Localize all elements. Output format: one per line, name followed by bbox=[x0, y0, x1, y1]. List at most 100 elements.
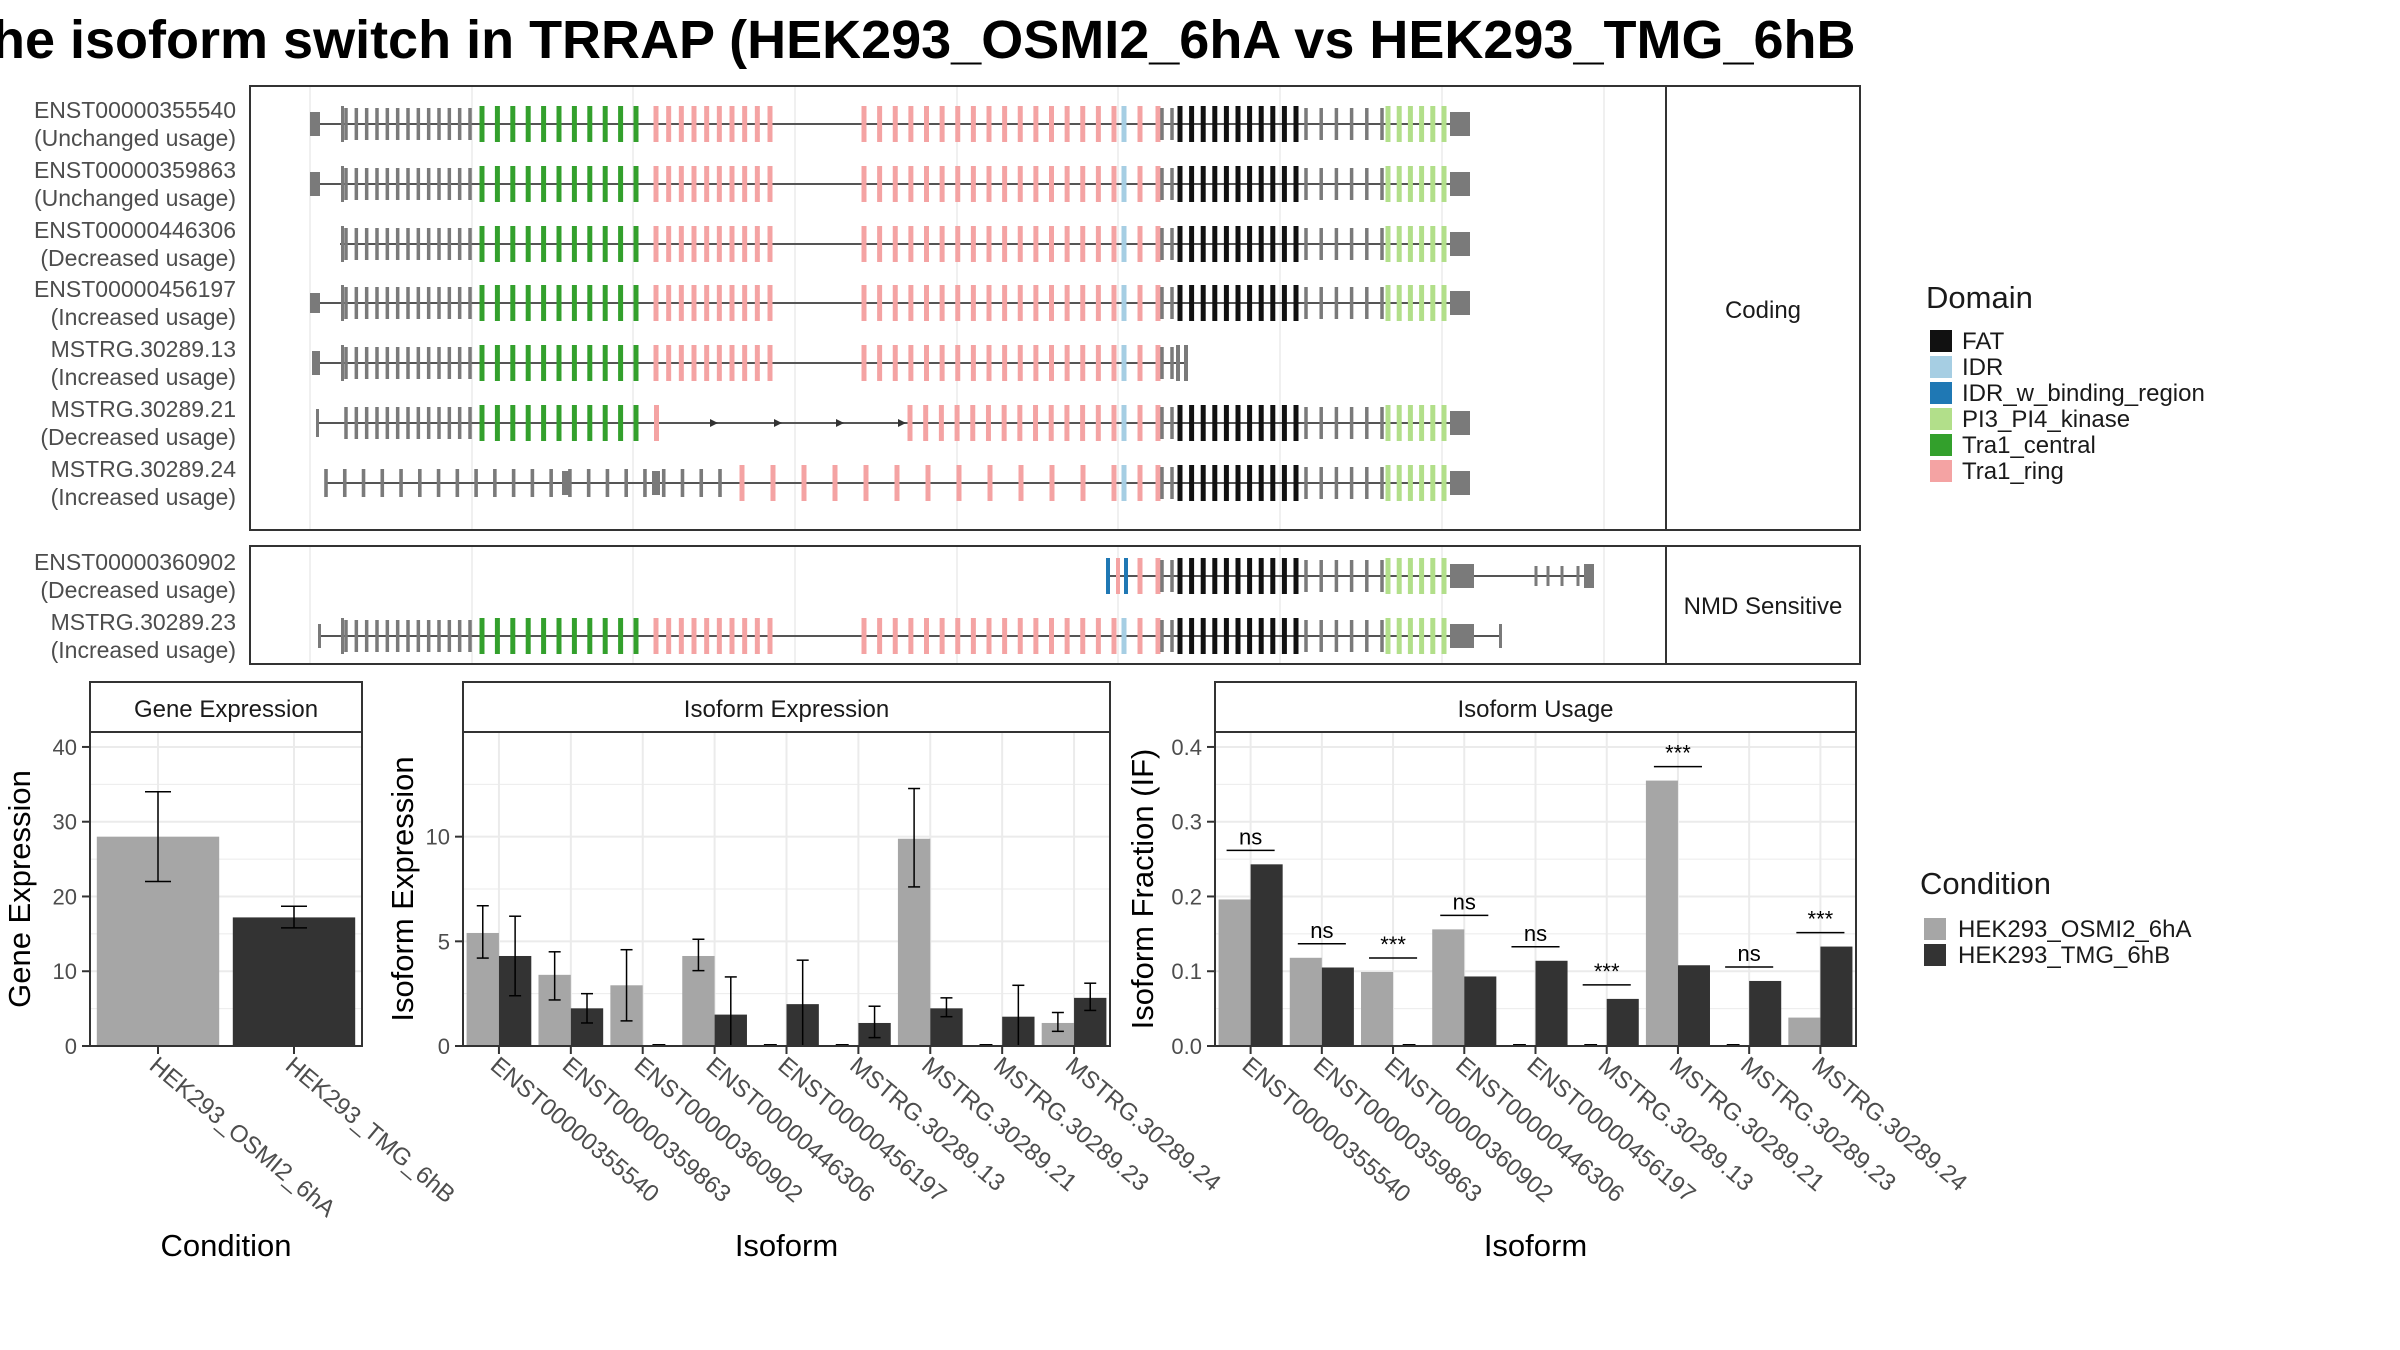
exon bbox=[342, 469, 347, 497]
exon bbox=[955, 618, 961, 654]
exon bbox=[908, 345, 914, 381]
exon bbox=[678, 618, 684, 654]
exon bbox=[399, 469, 403, 497]
exon bbox=[955, 285, 961, 321]
exon bbox=[1212, 226, 1218, 262]
exon bbox=[416, 108, 421, 140]
y-tick-label: 30 bbox=[53, 810, 77, 835]
exon bbox=[1002, 618, 1008, 654]
exon bbox=[633, 345, 639, 381]
exon bbox=[375, 108, 379, 140]
transcript-usage-label: (Unchanged usage) bbox=[34, 185, 236, 211]
exon bbox=[742, 345, 748, 381]
exon bbox=[426, 108, 431, 140]
exon bbox=[986, 226, 992, 262]
domain-legend-item: FAT bbox=[1930, 328, 2005, 355]
exon bbox=[1293, 106, 1299, 142]
exon bbox=[447, 287, 452, 319]
exon bbox=[1080, 226, 1086, 262]
exon bbox=[877, 226, 883, 262]
exon bbox=[1121, 226, 1127, 262]
domain-legend-swatch bbox=[1930, 434, 1952, 456]
exon bbox=[767, 618, 773, 654]
exon bbox=[571, 285, 577, 321]
exon bbox=[863, 465, 869, 501]
exon bbox=[406, 228, 410, 260]
exon bbox=[1137, 106, 1143, 142]
transcript-id-label: ENST00000355540 bbox=[34, 97, 236, 123]
exon bbox=[1304, 467, 1308, 499]
exon bbox=[1189, 106, 1195, 142]
condition-legend-item: HEK293_TMG_6hB bbox=[1924, 942, 2170, 969]
exon bbox=[1258, 558, 1264, 594]
exon bbox=[1137, 226, 1143, 262]
exon bbox=[754, 618, 760, 654]
exon bbox=[447, 168, 452, 200]
exon bbox=[1258, 618, 1264, 654]
exon bbox=[385, 287, 390, 319]
transcript-id-label: MSTRG.30289.21 bbox=[51, 396, 236, 422]
exon bbox=[861, 106, 867, 142]
error-bar bbox=[940, 997, 953, 1018]
exon bbox=[908, 106, 914, 142]
y-tick-label: 10 bbox=[426, 825, 450, 850]
exon bbox=[1430, 465, 1436, 501]
exon bbox=[1080, 465, 1086, 501]
exon bbox=[1111, 465, 1117, 501]
y-tick-label: 40 bbox=[53, 735, 77, 760]
transcript-row: ENST00000355540(Unchanged usage) bbox=[34, 97, 1470, 151]
exon bbox=[1137, 166, 1143, 202]
page-title: he isoform switch in TRRAP (HEK293_OSMI2… bbox=[0, 10, 1856, 70]
exon bbox=[1235, 166, 1241, 202]
exon bbox=[457, 347, 462, 379]
exon bbox=[892, 618, 898, 654]
exon bbox=[1160, 560, 1164, 592]
transcript-row: MSTRG.30289.23(Increased usage) bbox=[51, 609, 1502, 663]
exon bbox=[1235, 558, 1241, 594]
exon bbox=[1304, 108, 1308, 140]
transcript-row: ENST00000446306(Decreased usage) bbox=[34, 217, 1470, 271]
exon bbox=[678, 285, 684, 321]
condition-legend-title: Condition bbox=[1920, 866, 2051, 901]
condition-legend-swatch bbox=[1924, 944, 1946, 966]
exon bbox=[892, 106, 898, 142]
nmd-strip-label: NMD Sensitive bbox=[1684, 593, 1843, 620]
domain-legend-swatch bbox=[1930, 460, 1952, 482]
y-axis-title: Gene Expression bbox=[2, 770, 37, 1008]
exon bbox=[455, 469, 460, 497]
utr-exon bbox=[562, 471, 570, 495]
y-tick-label: 0.2 bbox=[1171, 884, 1202, 909]
exon bbox=[457, 168, 462, 200]
exon bbox=[1200, 226, 1206, 262]
exon bbox=[1407, 558, 1413, 594]
exon bbox=[587, 285, 593, 321]
exon bbox=[832, 465, 838, 501]
exon bbox=[364, 347, 369, 379]
exon bbox=[1380, 467, 1384, 499]
exon bbox=[618, 405, 624, 441]
exon bbox=[1270, 405, 1276, 441]
exon bbox=[1155, 106, 1161, 142]
bar bbox=[1677, 965, 1710, 1046]
exon bbox=[354, 620, 359, 652]
exon bbox=[1064, 106, 1070, 142]
exon bbox=[767, 106, 773, 142]
exon bbox=[602, 285, 608, 321]
exon bbox=[406, 347, 410, 379]
exon bbox=[426, 620, 431, 652]
exon bbox=[1380, 407, 1384, 439]
exon bbox=[1247, 558, 1253, 594]
exon bbox=[416, 347, 421, 379]
exon bbox=[716, 345, 722, 381]
significance-label: *** bbox=[1380, 932, 1406, 957]
exon bbox=[437, 108, 441, 140]
exon bbox=[556, 166, 562, 202]
exon bbox=[1349, 108, 1354, 140]
exon bbox=[344, 108, 348, 140]
exon bbox=[1349, 620, 1354, 652]
significance-annotation: *** bbox=[1582, 959, 1631, 986]
exon bbox=[678, 226, 684, 262]
exon bbox=[1407, 226, 1413, 262]
exon bbox=[1407, 166, 1413, 202]
